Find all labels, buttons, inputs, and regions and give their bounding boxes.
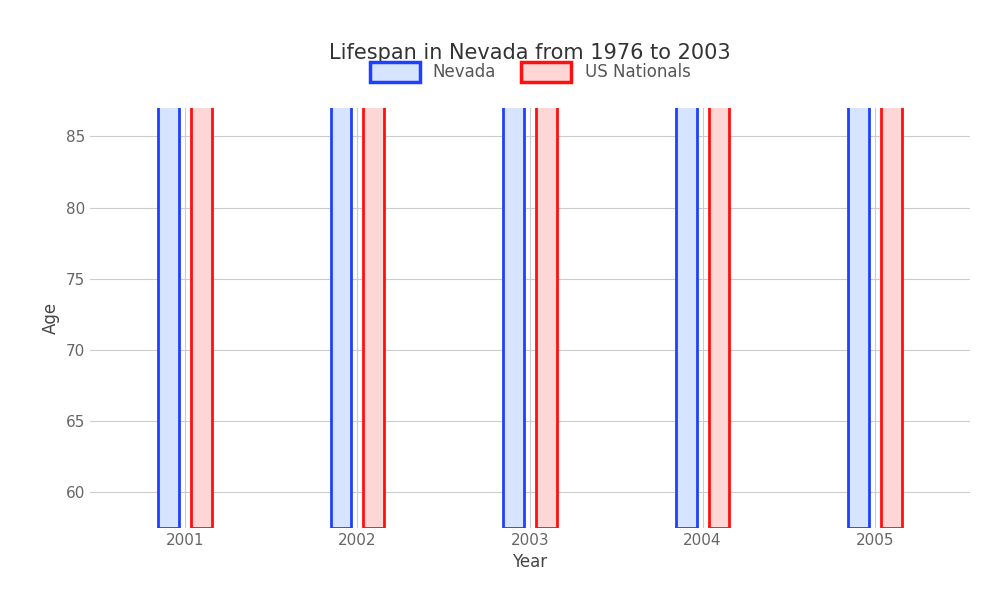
Y-axis label: Age: Age: [42, 302, 60, 334]
Bar: [191, 0, 212, 528]
X-axis label: Year: Year: [512, 553, 548, 571]
Bar: [331, 0, 351, 528]
Bar: [709, 0, 729, 528]
Bar: [536, 0, 557, 528]
Title: Lifespan in Nevada from 1976 to 2003: Lifespan in Nevada from 1976 to 2003: [329, 43, 731, 64]
Bar: [363, 0, 384, 528]
Legend: Nevada, US Nationals: Nevada, US Nationals: [370, 62, 690, 82]
Bar: [881, 0, 902, 528]
Bar: [158, 0, 179, 528]
Bar: [503, 0, 524, 528]
Bar: [848, 0, 869, 528]
Bar: [676, 0, 697, 528]
